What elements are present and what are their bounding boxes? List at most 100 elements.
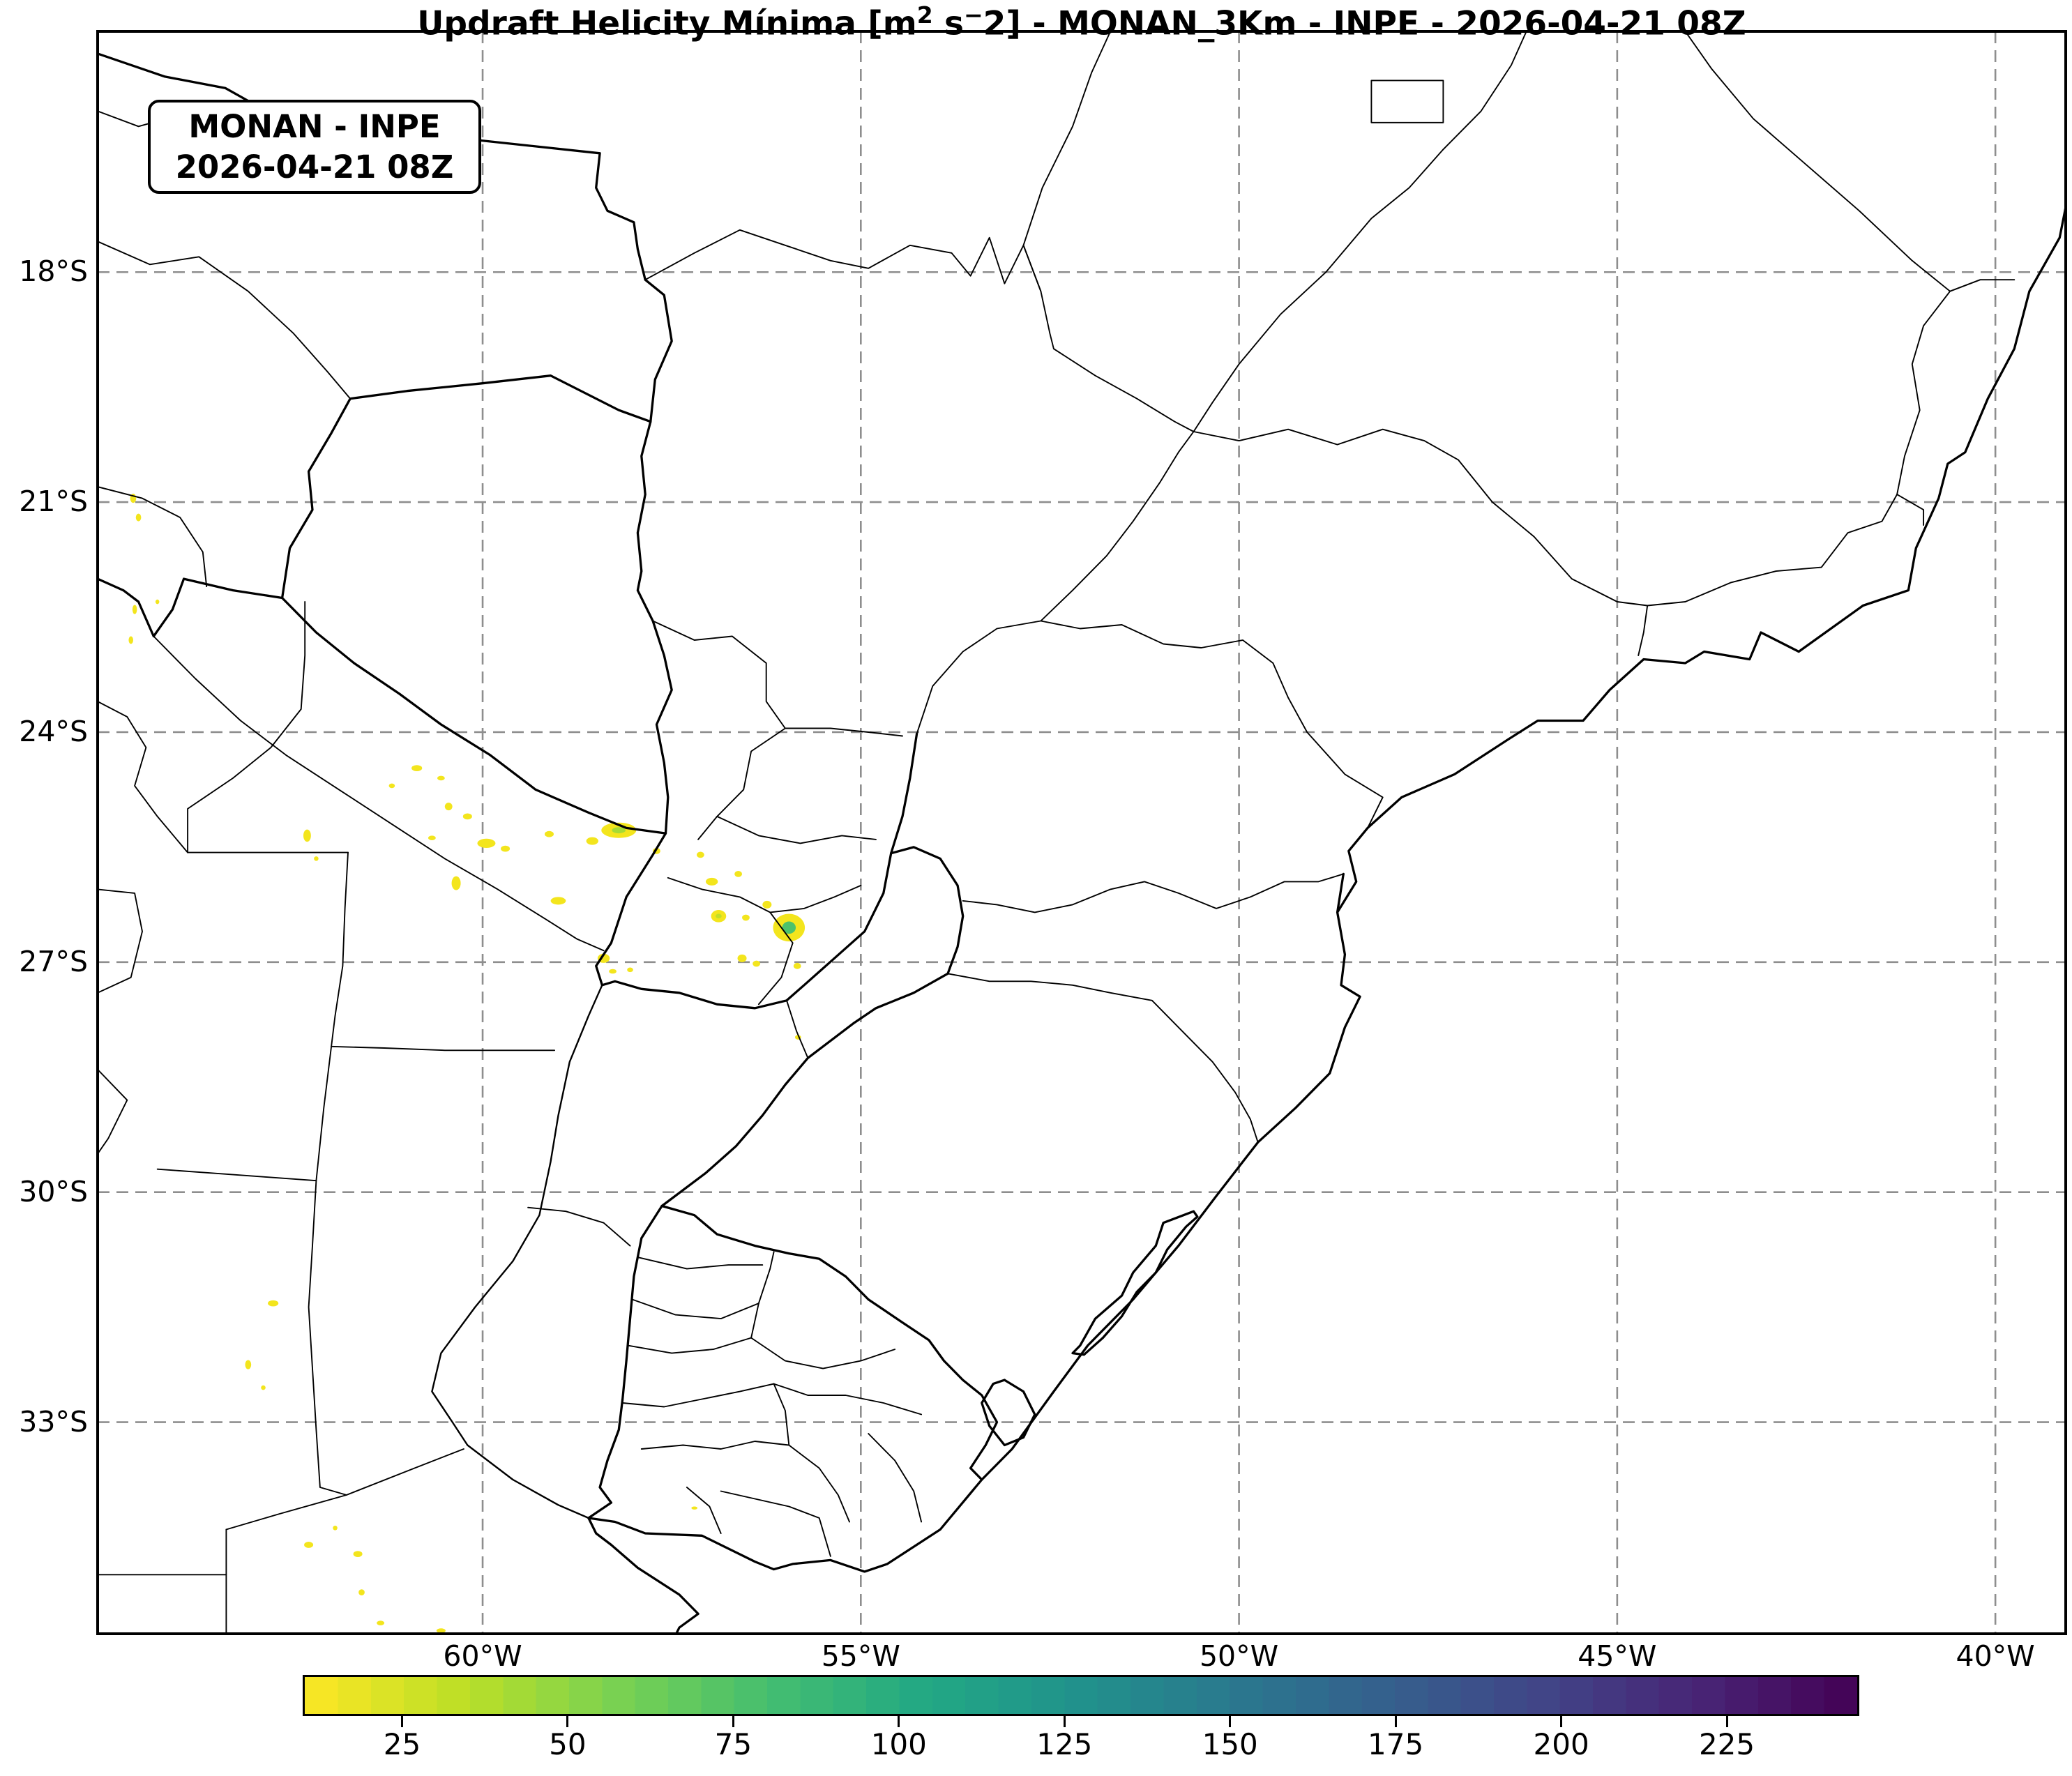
colorbar-tick-label: 175 xyxy=(1368,1727,1424,1761)
state-border xyxy=(98,241,351,400)
helicity-patch xyxy=(358,1589,365,1596)
helicity-patch xyxy=(245,1360,252,1369)
state-border xyxy=(308,1045,347,1496)
helicity-patch-core xyxy=(716,913,722,919)
country-border-coastline xyxy=(1071,1210,1199,1356)
state-border xyxy=(652,620,786,729)
state-border xyxy=(716,815,877,844)
lat-tick-label: 30°S xyxy=(19,1174,88,1208)
state-border xyxy=(98,888,143,994)
state-border xyxy=(773,1383,790,1446)
helicity-patch xyxy=(444,803,453,811)
helicity-patch xyxy=(762,900,772,909)
country-border-coastline xyxy=(587,1204,663,1519)
colorbar-tick-mark xyxy=(898,1716,900,1727)
state-border xyxy=(1193,149,1444,432)
state-border xyxy=(750,1337,896,1369)
state-border xyxy=(686,1487,722,1534)
state-border xyxy=(769,884,862,913)
map-layers xyxy=(98,31,2066,1646)
colorbar-tick-mark xyxy=(566,1716,569,1727)
state-border xyxy=(697,727,786,840)
state-border xyxy=(1638,605,1649,656)
helicity-patch xyxy=(303,829,311,842)
helicity-patch xyxy=(737,954,747,962)
colorbar-tick-label: 125 xyxy=(1036,1727,1093,1761)
helicity-patch xyxy=(132,605,137,614)
lon-tick-label: 60°W xyxy=(443,1639,522,1673)
helicity-patch xyxy=(314,856,319,861)
helicity-patch xyxy=(734,870,743,877)
helicity-patch xyxy=(393,1641,399,1646)
helicity-patch xyxy=(462,813,472,820)
model-datetime: 2026-04-21 08Z xyxy=(175,148,454,185)
state-border xyxy=(225,1448,464,1531)
state-border xyxy=(1052,348,1195,432)
lon-tick-label: 55°W xyxy=(821,1639,900,1673)
country-border-coastline xyxy=(280,596,667,835)
helicity-patch xyxy=(304,1542,314,1548)
helicity-patch xyxy=(353,1551,363,1558)
colorbar-tick-mark xyxy=(732,1716,734,1727)
country-border-coastline xyxy=(595,420,673,987)
helicity-patch xyxy=(550,897,566,905)
map-frame xyxy=(96,30,2067,1635)
state-border xyxy=(1647,494,1898,607)
helicity-patch xyxy=(128,636,133,644)
state-border xyxy=(621,1383,775,1408)
state-border xyxy=(784,727,903,737)
country-border-coastline xyxy=(660,972,949,1208)
state-border xyxy=(1370,79,1444,123)
title-mid: s xyxy=(932,4,964,43)
state-border xyxy=(1040,620,1384,829)
helicity-patch xyxy=(609,969,617,974)
country-border-coastline xyxy=(600,852,893,1010)
state-border xyxy=(640,1441,790,1450)
helicity-patch xyxy=(135,513,142,522)
helicity-patch xyxy=(742,914,750,921)
colorbar-tick-label: 100 xyxy=(870,1727,927,1761)
helicity-patch xyxy=(501,845,511,852)
state-border xyxy=(331,1045,556,1052)
state-border xyxy=(773,1383,923,1416)
country-border-coastline xyxy=(981,1379,1036,1447)
state-border xyxy=(98,1068,128,1155)
state-border xyxy=(527,1206,631,1247)
state-border xyxy=(331,851,349,1047)
helicity-patch xyxy=(696,851,704,858)
title-prefix: Updraft Helicity Mínima [m xyxy=(417,4,917,43)
model-info-box: MONAN - INPE 2026-04-21 08Z xyxy=(148,100,481,195)
helicity-patch xyxy=(793,962,801,969)
helicity-patch xyxy=(377,1621,385,1625)
state-border xyxy=(153,635,605,952)
helicity-patch xyxy=(155,599,160,605)
country-border-coastline xyxy=(587,201,2066,1573)
lat-tick-label: 33°S xyxy=(19,1404,88,1439)
colorbar-tick-mark xyxy=(1229,1716,1232,1727)
state-border xyxy=(868,1433,923,1523)
state-border xyxy=(947,973,1259,1144)
colorbar-tick-mark xyxy=(400,1716,403,1727)
state-border xyxy=(1896,290,1951,496)
plot-title: Updraft Helicity Mínima [m2 s−2] - MONAN… xyxy=(98,0,2066,40)
helicity-patch xyxy=(705,877,718,886)
helicity-patch xyxy=(261,1385,266,1390)
lon-tick-label: 40°W xyxy=(1956,1639,2035,1673)
state-border xyxy=(786,999,809,1059)
state-border xyxy=(1193,428,1649,607)
lat-tick-label: 24°S xyxy=(19,714,88,748)
colorbar-tick-mark xyxy=(1725,1716,1728,1727)
colorbar-gradient xyxy=(305,1677,1857,1714)
colorbar-tick-label: 225 xyxy=(1698,1727,1755,1761)
country-border-coastline xyxy=(660,1204,999,1481)
helicity-patch xyxy=(477,838,496,848)
colorbar-tick-mark xyxy=(1394,1716,1397,1727)
colorbar-tick-label: 50 xyxy=(549,1727,587,1761)
state-border xyxy=(962,873,1345,913)
state-border xyxy=(1442,31,1527,151)
state-border xyxy=(1896,494,1925,526)
colorbar-tick-label: 25 xyxy=(383,1727,421,1761)
state-border xyxy=(720,1490,831,1557)
helicity-patch xyxy=(388,783,395,789)
